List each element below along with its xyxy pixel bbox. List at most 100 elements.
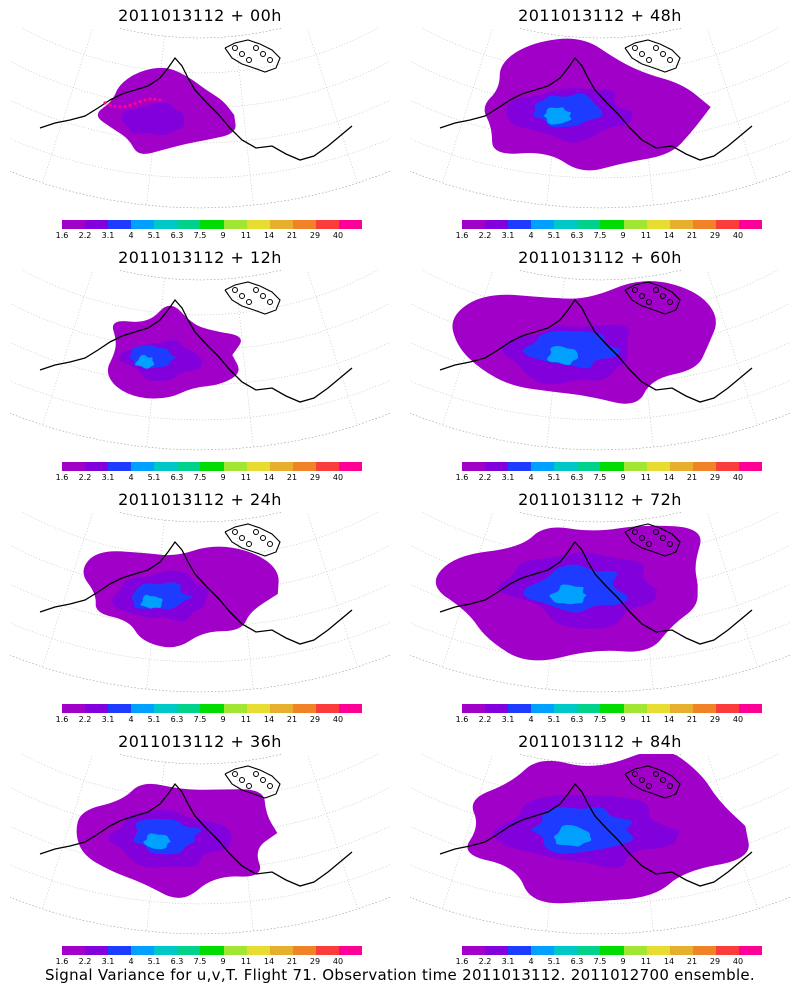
variance-map [410, 270, 790, 451]
forecast-panel: 2011013112 + 12h 1.6 2.2 3.1 4 5.1 6.3 7.5 9 11 14… [0, 242, 400, 487]
colorbar-label: 14 [263, 231, 275, 240]
colorbar-swatch [177, 220, 201, 229]
colorbar-swatch [269, 704, 293, 713]
colorbar-swatch [669, 462, 693, 471]
colorbar-label: 6.3 [570, 231, 584, 240]
colorbar-swatch [292, 462, 316, 471]
variance-map [10, 754, 390, 935]
colorbar-swatch [531, 704, 555, 713]
colorbar-swatch [577, 462, 601, 471]
forecast-panel: 2011013112 + 60h 1.6 2.2 3.1 4 5.1 6.3 7.5 9 11 14… [400, 242, 800, 487]
colorbar-label: 11 [640, 715, 652, 724]
colorbar-swatch [508, 462, 532, 471]
colorbar-label: 3.1 [101, 473, 115, 482]
colorbar-label: 3.1 [501, 473, 515, 482]
colorbar-label: 7.5 [593, 473, 607, 482]
colorbar-swatch [200, 220, 224, 229]
colorbar-swatch [738, 220, 763, 229]
panel-title: 2011013112 + 84h [518, 732, 682, 751]
forecast-panel: 2011013112 + 84h 1.6 2.2 3.1 4 5.1 6.3 7.5 9 11 14… [400, 726, 800, 971]
colorbar-swatch [623, 220, 647, 229]
panel-title: 2011013112 + 48h [518, 6, 682, 25]
colorbar-label: 6.3 [170, 957, 184, 966]
colorbar-swatch [269, 462, 293, 471]
colorbar-swatch [85, 946, 109, 955]
forecast-panel: 2011013112 + 00h 1.6 2.2 3.1 4 5.1 6.3 7.5 9 11 14… [0, 0, 400, 245]
colorbar-label: 9 [620, 231, 626, 240]
forecast-panel: 2011013112 + 36h 1.6 2.2 3.1 4 5.1 6.3 7.5 9 11 14… [0, 726, 400, 971]
colorbar-swatches [462, 946, 763, 955]
colorbar-label: 4 [528, 715, 534, 724]
colorbar-swatch [85, 704, 109, 713]
colorbar-label: 11 [240, 957, 252, 966]
colorbar-swatch [554, 704, 578, 713]
colorbar-swatch [131, 946, 155, 955]
colorbar-label: 21 [286, 231, 298, 240]
colorbar-swatch [246, 946, 270, 955]
colorbar-swatch [692, 220, 716, 229]
colorbar-swatch [508, 220, 532, 229]
colorbar-swatch [315, 704, 339, 713]
colorbar-label: 4 [128, 473, 134, 482]
colorbar-swatch [269, 946, 293, 955]
colorbar-label: 4 [128, 231, 134, 240]
colorbar-swatch [223, 946, 247, 955]
colorbar-swatch [200, 704, 224, 713]
colorbar: 1.6 2.2 3.1 4 5.1 6.3 7.5 9 11 14 21 29 40 [56, 704, 363, 728]
colorbar-label: 4 [128, 715, 134, 724]
colorbar-label: 40 [332, 715, 344, 724]
colorbar-label: 1.6 [55, 715, 69, 724]
colorbar-label: 21 [286, 473, 298, 482]
colorbar-label: 11 [240, 715, 252, 724]
colorbar-label: 5.1 [547, 715, 561, 724]
colorbar-swatch [154, 946, 178, 955]
colorbar-swatch [623, 946, 647, 955]
colorbar-label: 1.6 [455, 231, 469, 240]
colorbar-swatch [554, 462, 578, 471]
colorbar-swatch [246, 220, 270, 229]
colorbar-label: 14 [263, 473, 275, 482]
colorbar-swatch [131, 220, 155, 229]
variance-map [410, 512, 790, 693]
colorbar-swatches [462, 220, 763, 229]
colorbar-swatch [292, 220, 316, 229]
colorbar-label: 4 [528, 473, 534, 482]
colorbar-label: 7.5 [593, 231, 607, 240]
colorbar-label: 7.5 [593, 715, 607, 724]
colorbar-label: 7.5 [593, 957, 607, 966]
colorbar-swatch [692, 704, 716, 713]
colorbar-swatch [462, 462, 486, 471]
colorbar-swatch [531, 462, 555, 471]
colorbar-swatch [623, 462, 647, 471]
colorbar-swatch [315, 946, 339, 955]
colorbar-swatch [623, 704, 647, 713]
colorbar-label: 21 [286, 715, 298, 724]
colorbar-label: 1.6 [55, 957, 69, 966]
colorbar-label: 9 [620, 957, 626, 966]
colorbar-label: 29 [309, 231, 321, 240]
colorbar-swatch [554, 946, 578, 955]
panel-title: 2011013112 + 24h [118, 490, 282, 509]
colorbar-label: 3.1 [101, 957, 115, 966]
colorbar-swatch [108, 704, 132, 713]
colorbar-label: 5.1 [147, 957, 161, 966]
colorbar: 1.6 2.2 3.1 4 5.1 6.3 7.5 9 11 14 21 29 40 [456, 220, 763, 244]
colorbar-swatch [577, 946, 601, 955]
colorbar-swatches [62, 704, 363, 713]
colorbar-swatch [62, 220, 86, 229]
colorbar-label: 14 [263, 957, 275, 966]
colorbar-swatches [62, 462, 363, 471]
colorbar-swatch [462, 946, 486, 955]
colorbar-label: 1.6 [455, 957, 469, 966]
colorbar-swatch [646, 220, 670, 229]
colorbar-label: 7.5 [193, 473, 207, 482]
colorbar-swatch [600, 462, 624, 471]
colorbar-swatch [646, 946, 670, 955]
colorbar-swatch [338, 704, 363, 713]
colorbar-swatch [646, 462, 670, 471]
colorbar-label: 14 [663, 715, 675, 724]
colorbar-swatches [462, 704, 763, 713]
colorbar-swatch [715, 220, 739, 229]
colorbar-label: 2.2 [78, 715, 92, 724]
colorbar-label: 29 [309, 715, 321, 724]
